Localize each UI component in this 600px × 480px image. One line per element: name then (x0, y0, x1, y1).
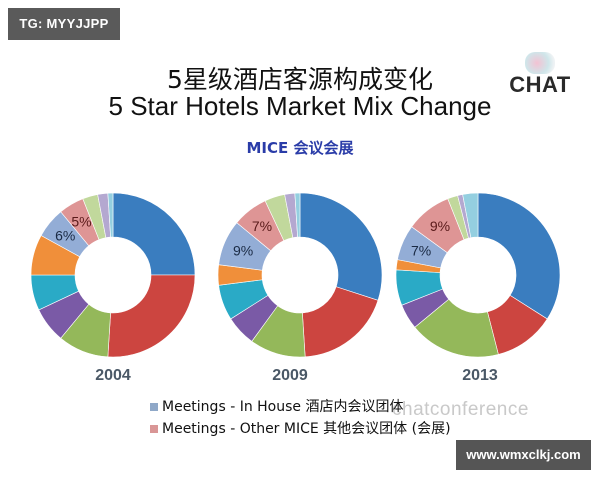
telegram-tag-badge: TG: MYYJJPP (8, 8, 120, 40)
year-label-2009: 2009 (272, 367, 308, 384)
legend-swatch-other-mice (150, 425, 158, 433)
chart-title-english: 5 Star Hotels Market Mix Change (108, 91, 492, 121)
segment-percent-label: 5% (71, 214, 91, 230)
segment-percent-label: 9% (430, 218, 450, 234)
logo-text: CHAT (509, 72, 571, 97)
donut-segment (294, 192, 301, 238)
segment-percent-label: 9% (233, 242, 253, 258)
legend-label-in-house: Meetings - In House 酒店内会议团体 (162, 399, 404, 415)
legend-item-other-mice: Meetings - Other MICE 其他会议团体 (会展) (150, 418, 451, 440)
segment-percent-label: 6% (55, 227, 75, 243)
legend-swatch-in-house (150, 403, 158, 411)
chart-subtitle: MICE 会议会展 (246, 139, 354, 157)
legend-label-other-mice: Meetings - Other MICE 其他会议团体 (会展) (162, 421, 451, 437)
chart-title-chinese: 5星级酒店客源构成变化 (167, 65, 433, 94)
logo-cloud-icon (525, 52, 555, 74)
donut-segment (462, 192, 479, 239)
year-label-2004: 2004 (95, 367, 131, 384)
segment-percent-label: 7% (411, 242, 431, 258)
donut-segment (299, 192, 383, 301)
donut-segment (107, 192, 114, 238)
segment-percent-label: 7% (252, 218, 272, 234)
watermark-text: chatconference (392, 399, 529, 420)
donut-segment (107, 274, 196, 358)
donut-segment (302, 286, 379, 358)
chat-logo: CHAT (500, 50, 580, 100)
website-badge: www.wmxclkj.com (456, 440, 591, 470)
chart-legend: Meetings - In House 酒店内会议团体 Meetings - O… (150, 396, 451, 440)
year-label-2013: 2013 (462, 367, 498, 384)
donut-segment (112, 192, 196, 276)
legend-item-in-house: Meetings - In House 酒店内会议团体 (150, 396, 451, 418)
donut-segment (477, 192, 561, 320)
